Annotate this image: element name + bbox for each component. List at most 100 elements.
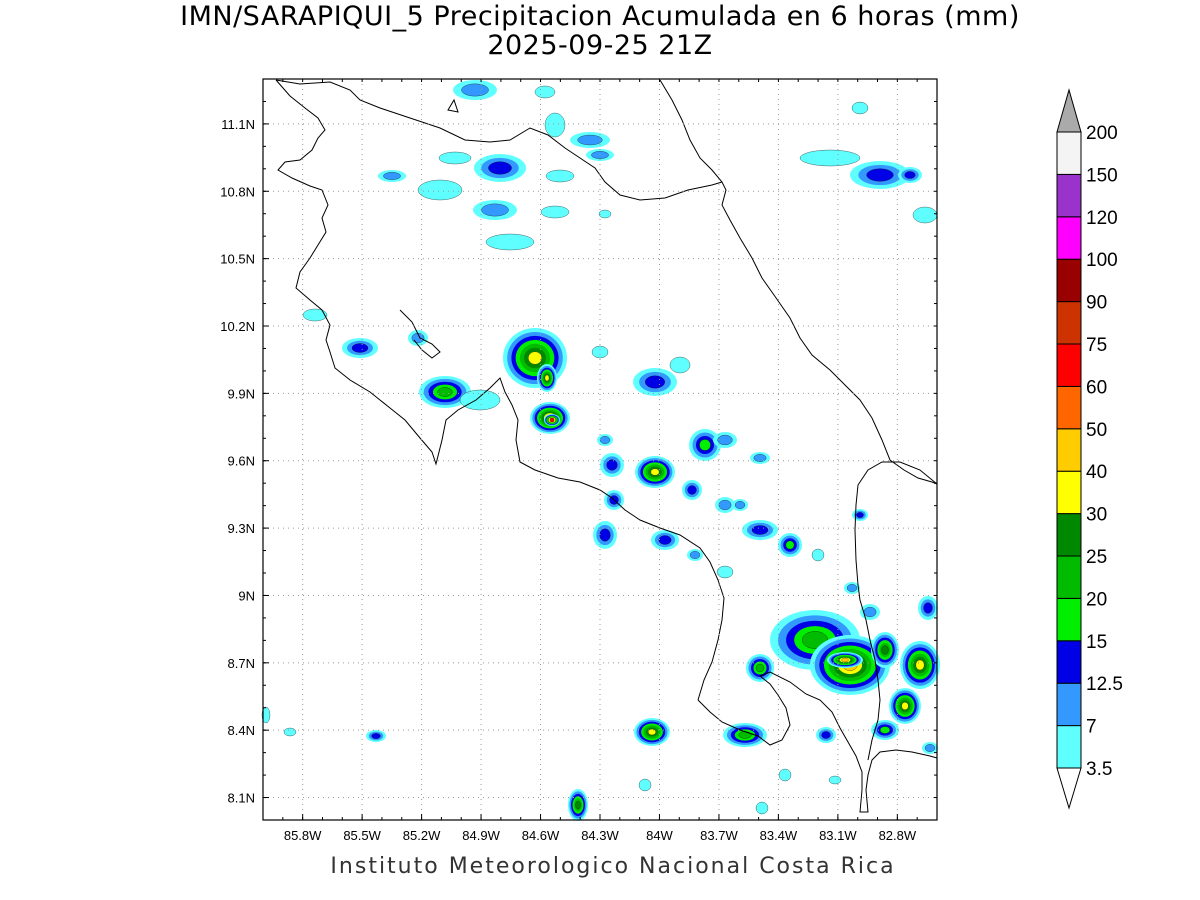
y-tick-label: 10.8N [220, 184, 255, 199]
colorbar-segment [1056, 428, 1082, 472]
precip-contour [638, 778, 652, 792]
precip-contour [799, 149, 861, 167]
y-tick-label: 11.1N [221, 117, 255, 132]
colorbar-segment [1056, 682, 1082, 727]
precip-contour [459, 389, 501, 411]
precip-contour [915, 659, 925, 671]
y-tick-label: 8.1N [228, 791, 255, 806]
colorbar-segment [1056, 343, 1082, 387]
precip-contour [645, 375, 665, 389]
precip-contour [549, 417, 555, 423]
precip-contour [544, 374, 550, 382]
coastline-nicaragua-north [275, 79, 725, 701]
gulf-nicoya-shore [399, 309, 441, 359]
precip-contour [540, 205, 570, 219]
precip-contour [811, 548, 825, 562]
x-tick-label: 85.5W [343, 828, 381, 843]
precip-contour [751, 525, 769, 535]
precip-contour [577, 134, 603, 146]
precip-contour [261, 706, 271, 724]
title-line-2: 2025-09-25 21Z [487, 30, 713, 61]
precip-contour [821, 731, 831, 739]
colorbar-label: 50 [1086, 420, 1107, 441]
x-tick-label: 82.8W [879, 828, 917, 843]
precip-contour [753, 454, 767, 462]
border-panama [854, 461, 938, 761]
precip-contour [461, 83, 489, 97]
x-tick-label: 83.7W [700, 828, 738, 843]
precip-contour [658, 535, 672, 545]
precip-contour [534, 85, 556, 99]
colorbar-label: 120 [1086, 208, 1118, 229]
precip-contour [437, 387, 453, 397]
colorbar-segment [1056, 131, 1082, 175]
coastline-caribbean [659, 79, 938, 485]
precip-contour [689, 551, 701, 559]
precip-contour [598, 209, 612, 219]
precip-contour [650, 468, 660, 476]
map-grid [263, 79, 937, 820]
colorbar-segment [1056, 513, 1082, 557]
y-tick-label: 10.2N [220, 319, 255, 334]
colorbar-segment [1056, 385, 1082, 430]
precip-contour [481, 203, 509, 217]
precip-contour [879, 726, 891, 734]
y-tick-label: 8.4N [228, 723, 255, 738]
x-tick-label: 85.8W [284, 828, 322, 843]
colorbar-label: 40 [1086, 462, 1107, 483]
precip-contour [544, 112, 566, 138]
colorbar-segment [1056, 470, 1082, 515]
footer-credit: Instituto Meteorologico Nacional Costa R… [330, 854, 896, 879]
y-tick-label: 9N [238, 588, 255, 603]
y-tick-label: 9.3N [228, 521, 255, 536]
precip-contour [283, 727, 297, 737]
precip-contour [599, 528, 611, 542]
colorbar-label: 100 [1086, 250, 1118, 271]
y-tick-label: 10.5N [220, 252, 255, 267]
colorbar-label: 150 [1086, 165, 1118, 186]
colorbar-segment [1056, 725, 1082, 769]
precip-contour [881, 645, 889, 655]
precip-contour [755, 663, 765, 673]
y-tick-label: 9.9N [228, 386, 255, 401]
precip-contour [648, 728, 656, 736]
colorbar-label: 30 [1086, 505, 1107, 526]
precip-contour [528, 351, 542, 365]
coastline-osa [697, 671, 938, 813]
colorbar-label: 7 [1086, 717, 1097, 738]
colorbar-segment [1056, 173, 1082, 218]
precip-contour [785, 540, 795, 550]
x-tick-label: 84.3W [581, 828, 619, 843]
colorbar-label: 75 [1086, 335, 1107, 356]
precip-contour [575, 800, 581, 810]
precip-contour [302, 308, 328, 322]
precip-contour [851, 101, 869, 115]
colorbar-label: 200 [1086, 123, 1118, 144]
colorbar-label: 60 [1086, 377, 1107, 398]
colorbar-lower-triangle [1056, 767, 1082, 810]
colorbar-segment [1056, 258, 1082, 303]
x-tick-label: 84.6W [522, 828, 560, 843]
precip-contour [606, 459, 618, 471]
precip-contour [545, 169, 575, 183]
x-tick-label: 84.9W [462, 828, 500, 843]
precip-contour [718, 499, 732, 511]
precip-contour [923, 602, 933, 614]
precip-contour [591, 345, 609, 359]
colorbar-segment [1056, 597, 1082, 642]
colorbar-label: 3.5 [1086, 759, 1112, 780]
precip-contour [912, 206, 938, 224]
chart-title: IMN/SARAPIQUI_5 Precipitacion Acumulada … [0, 2, 1200, 60]
axis-ticks: 85.8W 85.5W 85.2W 84.9W 84.6W 84.3W 84W 83.7W 83… [220, 78, 938, 843]
colorbar-segment [1056, 640, 1082, 684]
precip-contour [699, 439, 711, 451]
precip-contour [863, 606, 877, 618]
title-line-1: IMN/SARAPIQUI_5 Precipitacion Acumulada … [180, 1, 1020, 32]
colorbar-segment [1056, 216, 1082, 260]
island [447, 98, 459, 113]
colorbar-label: 25 [1086, 547, 1107, 568]
y-tick-label: 8.7N [228, 656, 255, 671]
precip-contour [485, 233, 535, 251]
precip-contour [488, 161, 512, 175]
x-tick-label: 83.1W [819, 828, 857, 843]
